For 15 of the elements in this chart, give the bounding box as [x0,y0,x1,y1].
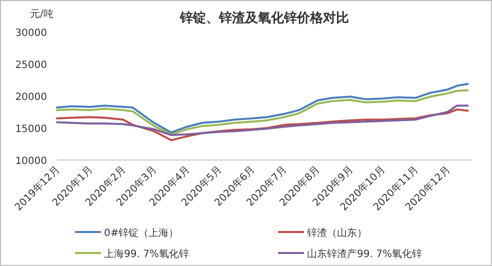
line-series [56,108,469,142]
line-series [56,89,469,136]
y-axis-title: 元/吨 [30,8,54,20]
legend-label: 山东锌渣产99. 7%氧化锌 [307,248,422,260]
legend-label: 上海99. 7%氧化锌 [104,248,189,260]
y-tick-label: 10000 [15,156,47,167]
y-tick-label: 20000 [15,92,47,103]
y-tick-label: 30000 [15,28,47,39]
line-series [56,82,469,134]
legend-label: 锌渣（山东） [306,227,367,239]
legend-label: 0#锌锭（上海） [104,227,179,239]
y-tick-label: 15000 [15,124,47,135]
line-series [56,104,469,136]
chart-title: 锌锭、锌渣及氧化锌价格对比 [179,10,349,26]
y-tick-label: 25000 [15,60,47,71]
